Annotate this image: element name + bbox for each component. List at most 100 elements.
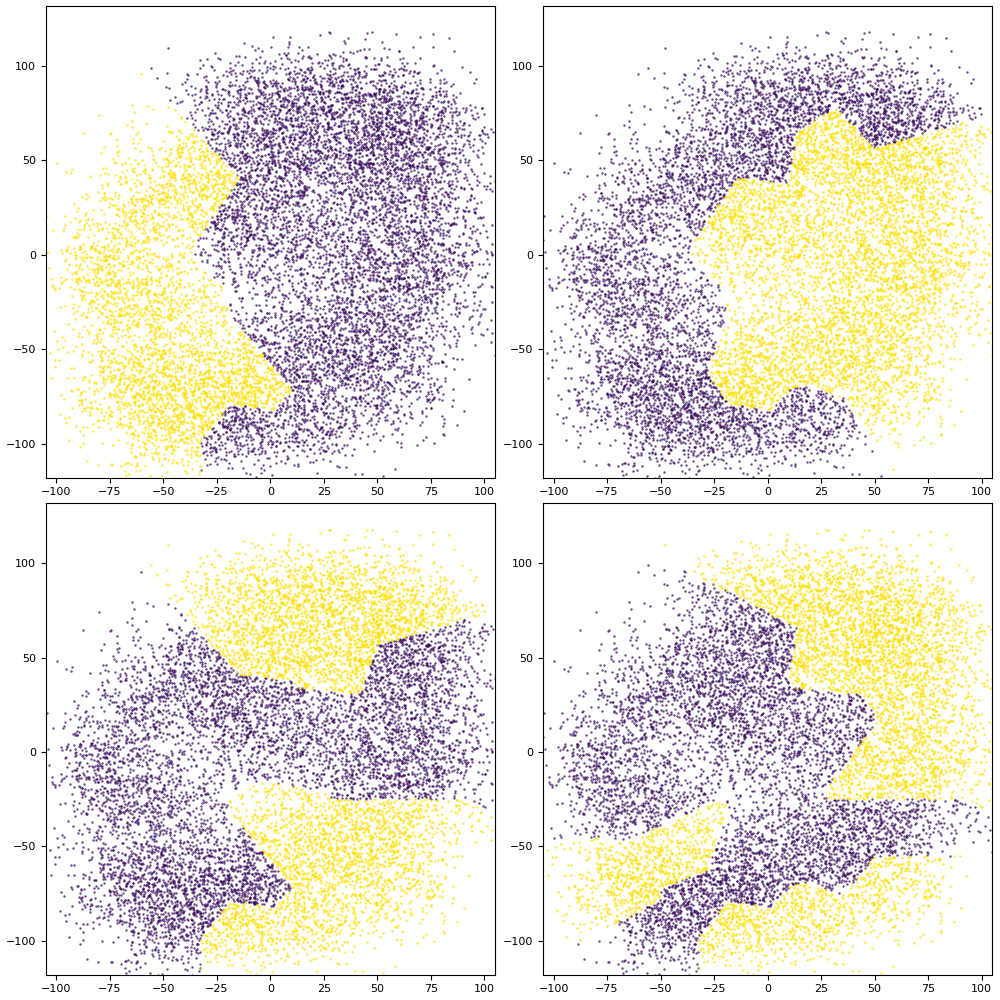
Point (300, 385, 316, 401)
Point (877, 260, 893, 276)
Point (796, 676, 812, 692)
Point (889, 625, 905, 641)
Point (752, 613, 768, 629)
Point (197, 901, 213, 917)
Point (395, 588, 411, 604)
Point (755, 122, 771, 138)
Point (393, 804, 409, 820)
Point (872, 581, 888, 597)
Point (435, 735, 451, 751)
Point (808, 332, 824, 348)
Point (684, 844, 700, 860)
Point (737, 823, 753, 839)
Point (594, 165, 610, 181)
Point (367, 255, 383, 271)
Point (846, 867, 862, 883)
Point (807, 598, 823, 614)
Point (665, 128, 681, 144)
Point (857, 872, 873, 888)
Point (261, 129, 277, 145)
Point (634, 198, 650, 214)
Point (625, 338, 641, 354)
Point (96, 390, 112, 406)
Point (125, 273, 141, 289)
Point (587, 762, 603, 778)
Point (757, 802, 773, 818)
Point (250, 682, 266, 698)
Point (744, 321, 760, 337)
Point (621, 908, 637, 924)
Point (152, 912, 168, 928)
Point (116, 280, 132, 296)
Point (138, 327, 154, 343)
Point (412, 676, 428, 692)
Point (426, 717, 442, 733)
Point (863, 761, 879, 777)
Point (919, 291, 935, 307)
Point (871, 803, 887, 819)
Point (422, 568, 438, 584)
Point (645, 769, 661, 785)
Point (325, 225, 341, 241)
Point (385, 844, 401, 860)
Point (784, 922, 800, 938)
Point (691, 182, 707, 198)
Point (775, 880, 791, 896)
Point (236, 250, 252, 266)
Point (334, 352, 350, 368)
Point (612, 855, 628, 871)
Point (389, 197, 405, 213)
Point (323, 839, 339, 855)
Point (347, 152, 363, 168)
Point (86, 762, 102, 778)
Point (214, 113, 230, 129)
Point (349, 576, 365, 592)
Point (782, 374, 798, 390)
Point (888, 339, 904, 355)
Point (826, 955, 842, 971)
Point (261, 659, 277, 675)
Point (706, 898, 722, 914)
Point (147, 408, 163, 424)
Point (854, 196, 870, 212)
Point (220, 83, 236, 99)
Point (707, 708, 723, 724)
Point (262, 271, 278, 287)
Point (711, 756, 727, 772)
Point (279, 619, 295, 635)
Point (609, 780, 625, 796)
Point (389, 368, 405, 384)
Point (209, 130, 225, 146)
Point (115, 203, 131, 219)
Point (693, 868, 709, 884)
Point (359, 124, 375, 140)
Point (872, 810, 888, 826)
Point (176, 302, 192, 318)
Point (998, 628, 1000, 644)
Point (772, 893, 788, 909)
Point (981, 743, 997, 759)
Point (374, 831, 390, 847)
Point (675, 681, 691, 697)
Point (700, 916, 716, 932)
Point (223, 679, 239, 695)
Point (841, 855, 857, 871)
Point (315, 912, 331, 928)
Point (834, 809, 850, 825)
Point (721, 909, 737, 925)
Point (120, 757, 136, 773)
Point (729, 315, 745, 331)
Point (787, 175, 803, 191)
Point (742, 101, 758, 117)
Point (811, 715, 827, 731)
Point (676, 169, 692, 185)
Point (830, 135, 846, 151)
Point (866, 169, 882, 185)
Point (253, 420, 269, 436)
Point (670, 705, 686, 721)
Point (415, 605, 431, 621)
Point (297, 161, 313, 177)
Point (329, 867, 345, 883)
Point (427, 212, 443, 228)
Point (220, 370, 236, 386)
